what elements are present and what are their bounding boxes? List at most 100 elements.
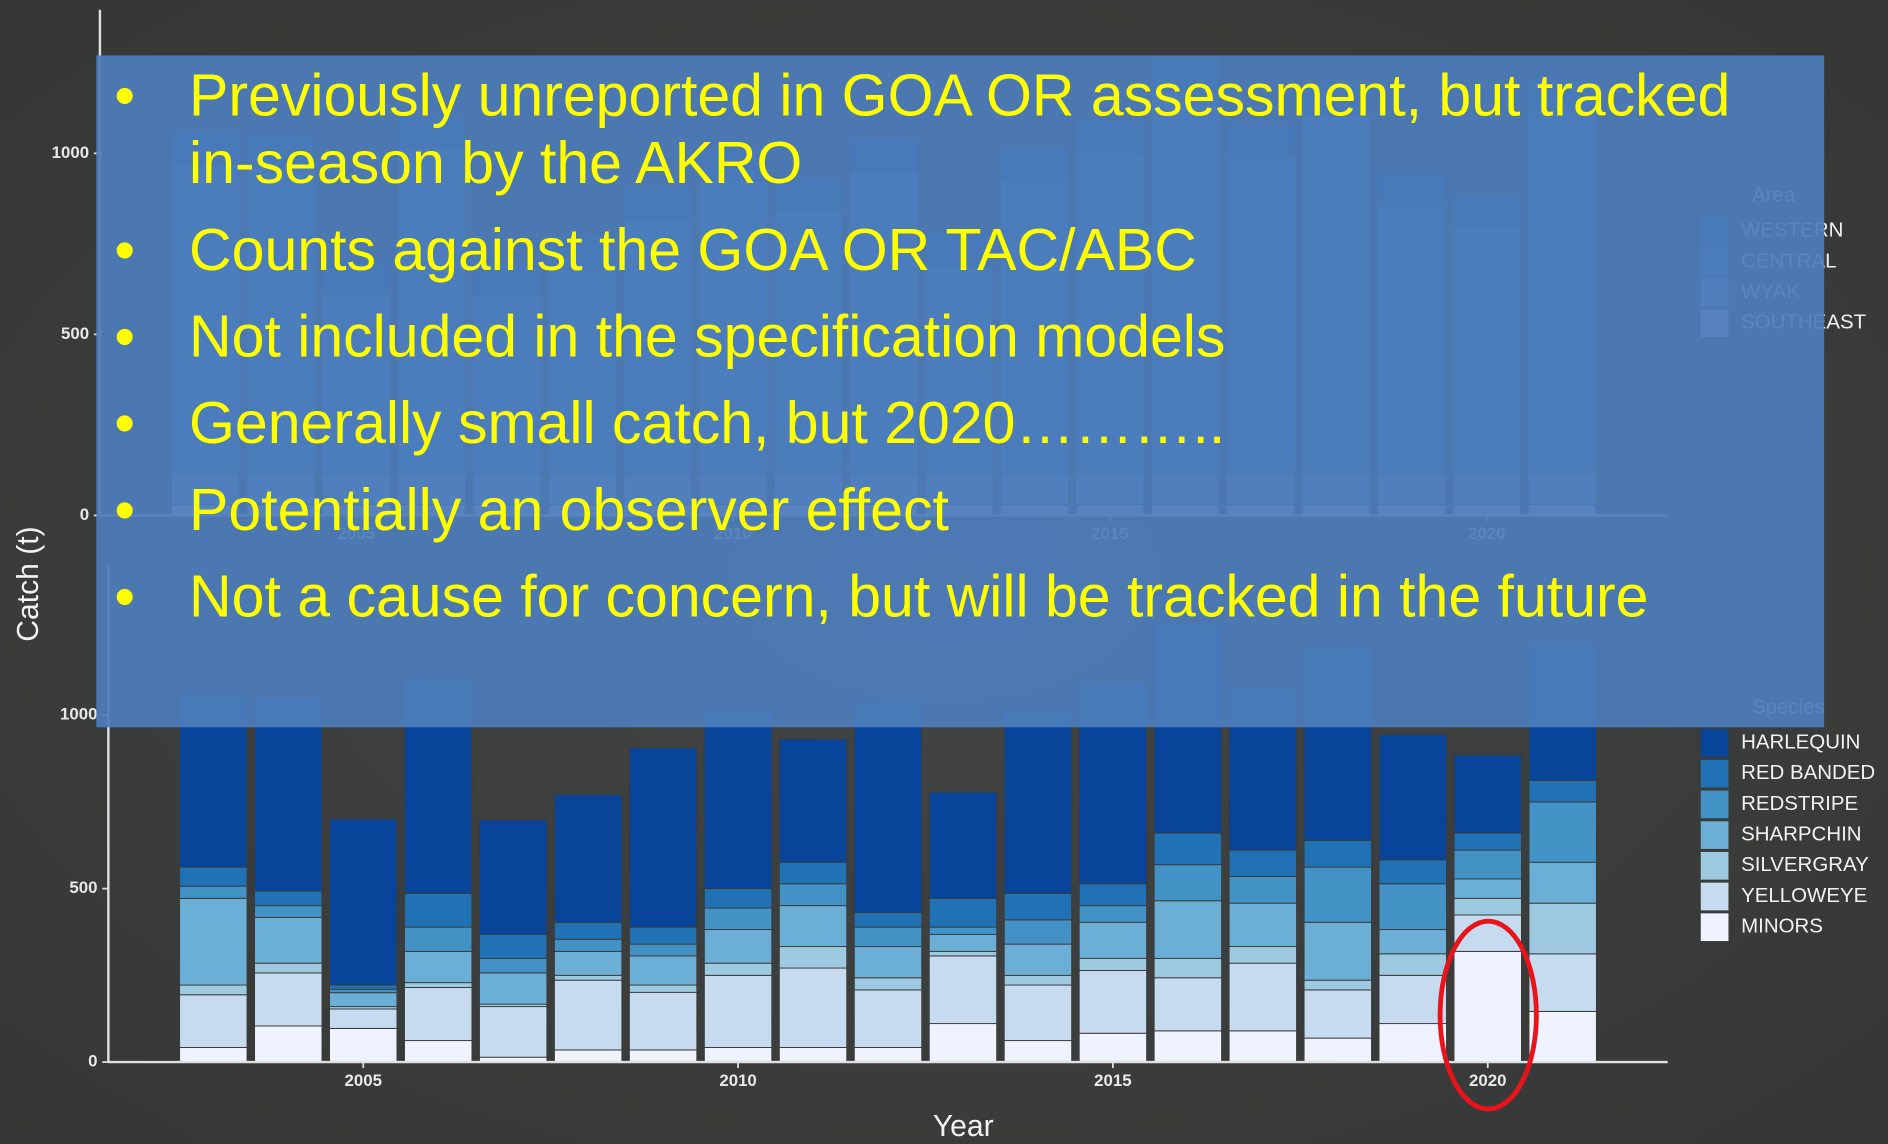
bar-segment [254, 972, 323, 1027]
bar-segment [1378, 1023, 1447, 1063]
bar-segment [1528, 801, 1597, 863]
bar-segment [1528, 1010, 1597, 1063]
bar-segment [329, 988, 398, 994]
bar-segment [853, 700, 923, 914]
y-tick-label: 1000 [60, 705, 97, 724]
bar-segment [478, 819, 548, 935]
bar-segment [179, 885, 248, 899]
bar-segment [628, 747, 698, 928]
y-tick-label: 0 [80, 505, 89, 524]
highlight-ellipse [1437, 918, 1539, 1112]
x-axis-label: Year [933, 1110, 994, 1143]
bar-segment [329, 1027, 398, 1063]
bar-segment [1153, 864, 1223, 902]
bar-segment [778, 1047, 848, 1063]
bar-segment [179, 1047, 248, 1063]
bar-segment [1228, 902, 1298, 948]
bar-segment [1003, 892, 1073, 921]
bar-segment [553, 979, 623, 1051]
bar-segment [1153, 1030, 1223, 1063]
bar-segment [628, 926, 698, 945]
bar-segment [1453, 849, 1522, 880]
legend-key [1699, 912, 1730, 943]
bar-segment [703, 888, 773, 909]
bar-segment [853, 946, 923, 979]
y-tick-label: 0 [88, 1052, 97, 1071]
legend-label: REDSTRIPE [1741, 792, 1858, 815]
bar-segment [628, 955, 698, 986]
bar-segment [1228, 875, 1298, 904]
bar-segment [928, 926, 998, 935]
bar-segment [1228, 1030, 1298, 1063]
bullet: Generally small catch, but 2020……….. [114, 390, 1754, 457]
bar-segment [1453, 878, 1522, 899]
y-axis-label: Catch (t) [12, 526, 45, 641]
bar-segment [1528, 953, 1597, 1012]
bar-segment [1153, 957, 1223, 979]
bar-segment [928, 950, 998, 957]
bar-segment [778, 738, 848, 863]
bullet: Potentially an observer effect [114, 477, 1754, 544]
bar-segment [778, 967, 848, 1048]
bar-segment [778, 946, 848, 969]
bar-segment [179, 984, 248, 996]
bar-segment [703, 974, 773, 1048]
bar-segment [1228, 962, 1298, 1032]
bar-segment [853, 912, 923, 928]
bar-segment [1378, 734, 1447, 861]
bar-segment [1078, 883, 1148, 907]
y-tick-label: 500 [61, 324, 89, 343]
bar-segment [404, 926, 473, 952]
bar-segment [778, 861, 848, 885]
legend-label: RED BANDED [1741, 761, 1875, 784]
bar-segment [778, 883, 848, 907]
bar-segment [254, 916, 323, 964]
bar-segment [1378, 953, 1447, 976]
x-tick-label: 2010 [719, 1071, 756, 1090]
bar-segment [404, 986, 473, 1042]
bar-segment [1003, 709, 1073, 894]
legend-label: HARLEQUIN [1741, 730, 1860, 753]
bar-segment [1003, 974, 1073, 986]
bar-segment [1453, 832, 1522, 851]
bullet: Not a cause for concern, but will be tra… [114, 564, 1754, 631]
bullet: Previously unreported in GOA OR assessme… [114, 63, 1754, 198]
bar-segment [928, 897, 998, 928]
bar-segment [1528, 779, 1597, 803]
bar-segment [628, 943, 698, 957]
bar-segment [853, 926, 923, 948]
bar-segment [329, 984, 398, 990]
bar-segment [478, 1006, 548, 1058]
bar-segment [1303, 979, 1373, 991]
bar-segment [1153, 832, 1223, 866]
x-tick-label: 2005 [345, 1071, 382, 1090]
bar-segment [553, 974, 623, 981]
bar-segment [928, 791, 998, 899]
bar-segment [1003, 1040, 1073, 1063]
y-tick-label: 1000 [52, 143, 89, 162]
bullet: Counts against the GOA OR TAC/ABC [114, 217, 1754, 284]
legend-key [1699, 850, 1730, 881]
bar-segment [1078, 921, 1148, 959]
bar-segment [1078, 1032, 1148, 1063]
bar-segment [1378, 859, 1447, 885]
bar-segment [1078, 957, 1148, 971]
bar-segment [404, 1040, 473, 1063]
bar-segment [703, 1047, 773, 1063]
legend-key [1699, 758, 1730, 789]
bar-segment [404, 950, 473, 984]
bar-segment [254, 905, 323, 918]
bar-segment [703, 709, 773, 890]
bar-segment [1453, 754, 1522, 834]
bar-segment [329, 1008, 398, 1029]
bar-segment [1378, 974, 1447, 1025]
y-tick-label: 500 [69, 878, 97, 897]
legend-label: YELLOWEYE [1741, 884, 1867, 907]
legend-key [1699, 789, 1730, 820]
bar-segment [1378, 883, 1447, 931]
bar-segment [853, 989, 923, 1048]
bar-segment [254, 890, 323, 907]
x-tick-label: 2015 [1094, 1071, 1131, 1090]
bar-segment [1303, 839, 1373, 868]
